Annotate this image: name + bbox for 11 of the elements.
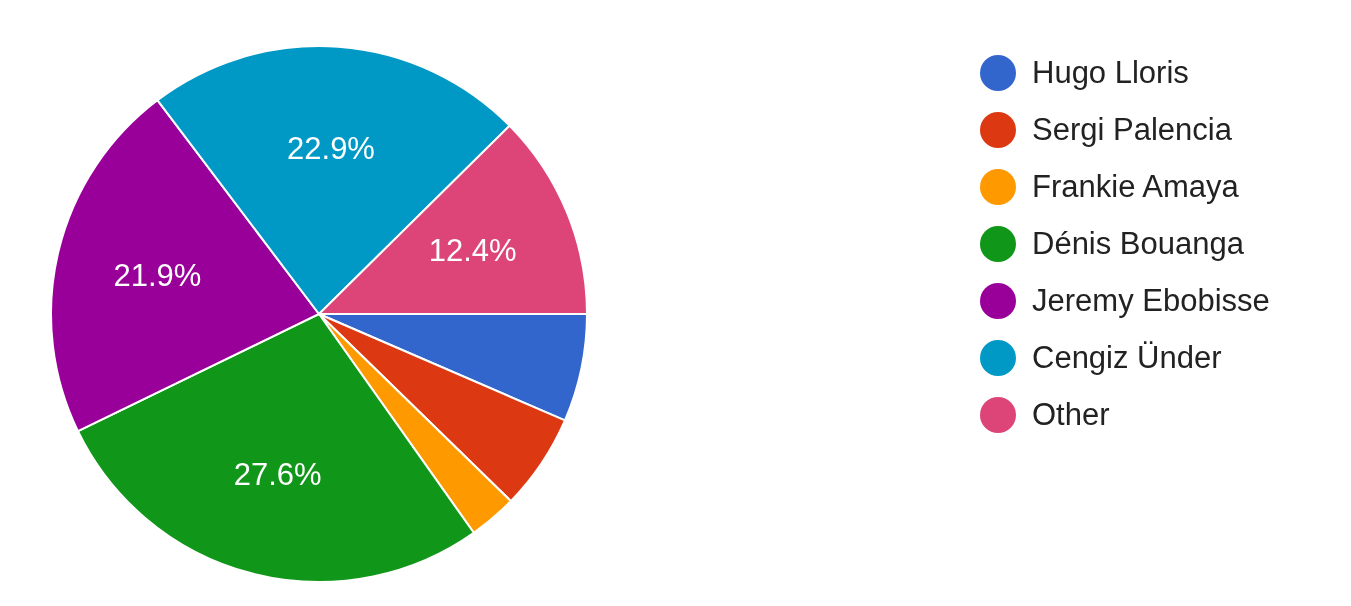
legend-label: Other: [1032, 396, 1110, 433]
legend-label: Cengiz Ünder: [1032, 339, 1222, 376]
data-label: 27.6%: [233, 457, 322, 493]
legend-label: Frankie Amaya: [1032, 168, 1239, 205]
legend-label: Sergi Palencia: [1032, 111, 1232, 148]
legend-label: Jeremy Ebobisse: [1032, 282, 1270, 319]
data-label: 22.9%: [287, 130, 375, 166]
data-label: 12.4%: [428, 233, 517, 269]
legend-label: Hugo Lloris: [1032, 54, 1189, 91]
data-label: 21.9%: [113, 257, 202, 293]
legend-label: Dénis Bouanga: [1032, 225, 1244, 262]
